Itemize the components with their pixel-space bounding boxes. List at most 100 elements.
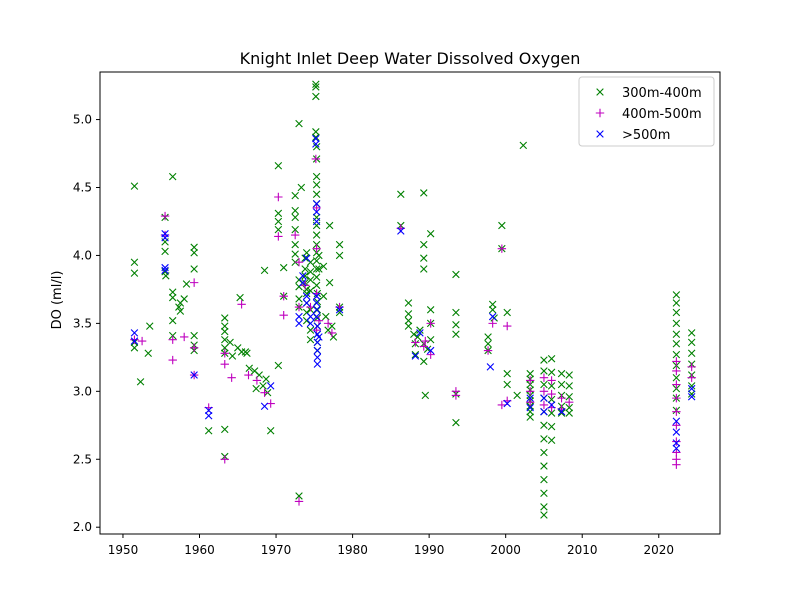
data-point xyxy=(312,257,321,265)
data-point xyxy=(291,250,299,258)
data-point xyxy=(228,352,237,360)
data-point xyxy=(312,265,321,273)
x-tick-label: 1960 xyxy=(184,543,215,557)
data-point xyxy=(687,390,696,398)
legend: 300m-400m 400m-500m >500m xyxy=(578,76,715,147)
x-tick-label: 1950 xyxy=(108,543,139,557)
data-point xyxy=(204,426,213,435)
data-point xyxy=(452,418,460,427)
data-point xyxy=(513,391,521,400)
data-point xyxy=(565,393,573,401)
y-axis-label: DO (ml/l) xyxy=(50,271,65,330)
data-point xyxy=(687,373,696,382)
data-point xyxy=(687,393,696,401)
data-point xyxy=(266,382,275,390)
data-point xyxy=(672,460,681,469)
data-point xyxy=(540,421,548,430)
data-point xyxy=(302,299,311,307)
data-point xyxy=(319,262,328,271)
data-point xyxy=(220,359,229,369)
data-point xyxy=(312,208,321,216)
data-point xyxy=(539,387,549,396)
data-point xyxy=(325,278,334,287)
data-point xyxy=(274,217,283,226)
data-point xyxy=(312,244,321,253)
data-point xyxy=(404,316,413,325)
data-point xyxy=(313,338,322,347)
data-point xyxy=(221,335,229,344)
legend-marker xyxy=(596,130,604,138)
data-point xyxy=(311,154,321,164)
data-point xyxy=(452,308,460,317)
data-point xyxy=(547,395,556,404)
data-point xyxy=(503,380,511,389)
data-point xyxy=(411,338,420,347)
data-point xyxy=(176,307,185,315)
legend-marker xyxy=(596,88,604,96)
x-tick-label: 2020 xyxy=(643,543,674,557)
data-point xyxy=(540,448,548,457)
data-point xyxy=(301,254,309,262)
data-point xyxy=(294,497,304,506)
data-point xyxy=(411,350,420,359)
y-tick-label: 2.5 xyxy=(73,452,92,466)
data-point xyxy=(312,134,320,143)
y-tick-label: 3.5 xyxy=(73,316,92,330)
data-point xyxy=(312,92,320,101)
data-point xyxy=(547,389,556,399)
data-point xyxy=(452,320,460,329)
data-point xyxy=(687,384,696,393)
data-point xyxy=(565,397,574,407)
data-point xyxy=(421,391,430,400)
data-point xyxy=(190,371,198,379)
data-point xyxy=(312,172,321,181)
data-point xyxy=(190,243,198,252)
data-point xyxy=(672,366,681,376)
data-point xyxy=(526,403,534,412)
data-point xyxy=(302,289,311,298)
chart-title: Knight Inlet Deep Water Dissolved Oxygen xyxy=(240,49,581,68)
series-2 xyxy=(130,134,696,453)
x-tick-label: 1980 xyxy=(337,543,368,557)
data-point xyxy=(189,278,199,287)
data-point xyxy=(426,346,435,355)
axes: 1950 1960 1970 1980 1990 2000 2010 2020 2.0 2.5 3.… xyxy=(73,71,721,557)
data-point xyxy=(497,400,507,410)
data-point xyxy=(312,181,321,189)
data-point xyxy=(295,312,303,321)
data-point xyxy=(180,295,188,303)
data-point xyxy=(168,293,177,302)
data-point xyxy=(488,300,497,309)
data-point xyxy=(306,326,315,334)
data-point xyxy=(130,329,139,337)
data-point xyxy=(295,492,303,500)
data-point xyxy=(484,340,492,348)
data-point xyxy=(525,397,535,407)
data-point xyxy=(221,425,229,434)
data-point xyxy=(497,244,507,253)
data-point xyxy=(335,306,344,314)
data-point xyxy=(540,489,548,497)
data-point xyxy=(262,375,270,383)
x-tick-label: 1990 xyxy=(414,543,445,557)
data-point xyxy=(539,400,549,410)
data-point xyxy=(313,346,322,355)
data-point xyxy=(301,272,309,280)
data-point xyxy=(416,329,424,337)
data-point xyxy=(525,387,535,396)
data-point xyxy=(312,217,321,226)
data-point xyxy=(291,240,299,249)
data-point xyxy=(540,356,548,364)
data-point xyxy=(420,240,428,249)
data-point xyxy=(483,346,493,355)
data-point xyxy=(410,330,418,339)
data-point xyxy=(274,162,283,170)
data-point xyxy=(335,308,344,317)
data-point xyxy=(672,428,681,436)
data-point xyxy=(295,319,303,328)
data-point xyxy=(182,280,191,288)
data-point xyxy=(557,407,566,416)
data-point xyxy=(672,291,681,299)
data-point xyxy=(539,373,549,382)
data-point xyxy=(161,234,169,242)
